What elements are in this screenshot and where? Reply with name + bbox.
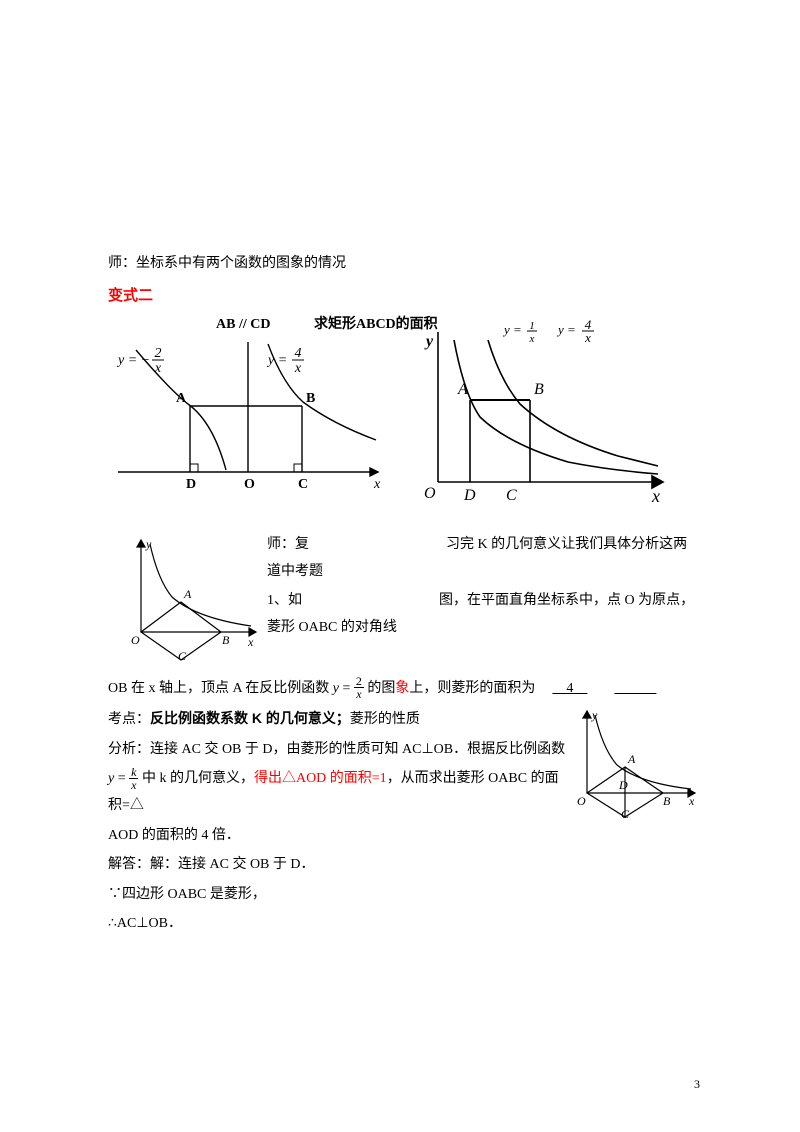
svg-text:4: 4 (295, 346, 302, 361)
svg-text:x: x (688, 794, 695, 808)
svg-text:A: A (457, 381, 468, 398)
right-chart: y A B O D C x y = 1 x y = 4 x (424, 317, 663, 506)
variant-title: 变式二 (108, 282, 700, 311)
svg-text:2: 2 (155, 346, 162, 361)
svg-text:1: 1 (529, 320, 535, 332)
svg-text:C: C (506, 487, 517, 504)
svg-text:x: x (651, 486, 660, 506)
svg-text:B: B (663, 794, 671, 808)
svg-text:O: O (244, 477, 255, 492)
svg-text:O: O (131, 633, 140, 647)
left-chart: A B D O C x y = − 2 x y = 4 x (116, 342, 381, 492)
svg-text:y: y (591, 708, 598, 722)
jieda-b: ∵四边形 OABC 是菱形， (108, 882, 700, 909)
page-number: 3 (694, 1073, 700, 1096)
two-charts-svg: AB // CD 求矩形ABCD的面积 A B D O C x y = − (108, 312, 668, 512)
svg-text:x: x (584, 330, 591, 345)
svg-text:x: x (294, 361, 302, 376)
svg-text:D: D (618, 778, 628, 792)
svg-text:D: D (463, 487, 476, 504)
svg-text:y =: y = (266, 353, 287, 368)
svg-text:O: O (577, 794, 586, 808)
svg-text:x: x (529, 333, 535, 345)
svg-text:x: x (154, 361, 162, 376)
rhombus-figure-right: y A D O B C x (575, 705, 700, 834)
jieda-c: ∴AC⊥OB． (108, 911, 700, 938)
q1-line-b: OB 在 x 轴上，顶点 A 在反比例函数 y = 2x 的图象上，则菱形的面积… (108, 676, 700, 703)
svg-text:y =: y = (502, 322, 522, 337)
jieda-a: 解答：解：连接 AC 交 OB 于 D． (108, 852, 700, 879)
svg-text:C: C (621, 807, 630, 821)
svg-text:D: D (186, 477, 196, 492)
svg-text:O: O (424, 485, 436, 502)
svg-text:A: A (176, 391, 187, 406)
context-line: 师：坐标系中有两个函数的图象的情况 (108, 251, 700, 278)
rect-q-label: 求矩形ABCD的面积 (314, 315, 438, 332)
top-figures: AB // CD 求矩形ABCD的面积 A B D O C x y = − (108, 312, 668, 512)
svg-text:A: A (183, 587, 192, 601)
svg-text:B: B (534, 381, 544, 398)
svg-text:y =: y = (556, 322, 576, 337)
svg-text:B: B (222, 633, 230, 647)
svg-text:x: x (373, 477, 381, 492)
svg-text:y: y (424, 333, 434, 350)
rhombus-figure-left: y A O B C x (126, 532, 261, 673)
svg-text:x: x (247, 635, 254, 649)
svg-text:y = −: y = − (116, 353, 150, 368)
ab-cd-label: AB // CD (216, 317, 270, 332)
svg-text:B: B (306, 391, 315, 406)
svg-text:C: C (298, 477, 308, 492)
svg-text:C: C (178, 649, 187, 662)
svg-text:A: A (627, 752, 636, 766)
svg-text:y: y (145, 537, 152, 551)
